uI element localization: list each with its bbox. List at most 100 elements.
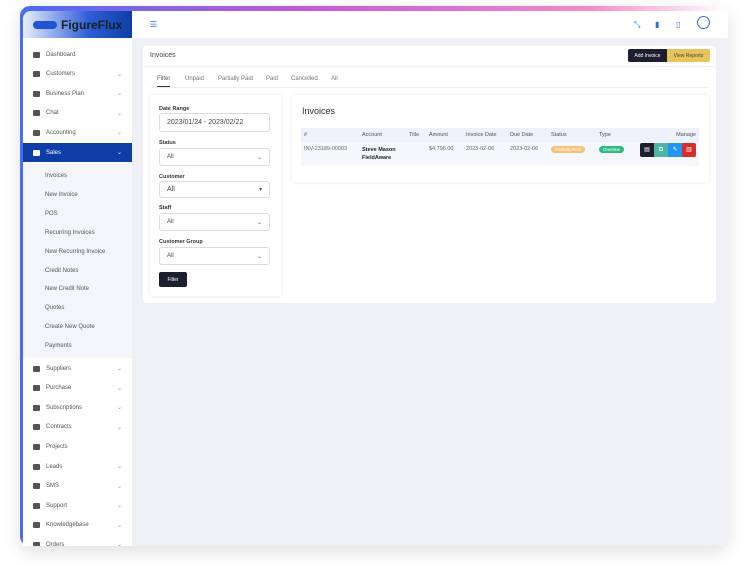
- submenu-item-credit-notes[interactable]: Credit Notes: [45, 267, 79, 274]
- chevron-down-icon: ⌄: [116, 405, 122, 412]
- sidebar-item-dashboard[interactable]: Dashboard: [23, 45, 132, 64]
- chevron-down-icon: ⌄: [256, 219, 262, 226]
- col-due-date: Due Date: [507, 128, 548, 142]
- sidebar-item-label: Contracts: [46, 424, 72, 431]
- filter-panel: Date Range 2023/01/24 - 2023/02/22 Statu…: [150, 95, 281, 296]
- add-invoice-button[interactable]: Add Invoice: [628, 49, 667, 62]
- submenu-item-create-new-quote[interactable]: Create New Quote: [45, 324, 95, 331]
- chevron-down-icon: ⌄: [116, 542, 122, 546]
- clipboard-icon[interactable]: ▯: [676, 20, 681, 29]
- view-pdf-icon[interactable]: ▤: [640, 143, 654, 157]
- customer-label: Customer: [159, 174, 185, 180]
- sidebar-item-label: Projects: [46, 443, 68, 450]
- submenu-item-new-invoice[interactable]: New Invoice: [45, 191, 78, 198]
- type-cell: Onetime: [596, 142, 631, 166]
- sidebar-item-support[interactable]: Support ⌄: [23, 496, 132, 515]
- customer-value: All: [167, 186, 175, 193]
- filter-button[interactable]: Filter: [159, 272, 187, 287]
- submenu-item-recurring-invoices[interactable]: Recurring Invoices: [45, 229, 95, 236]
- chevron-down-icon: ⌄: [256, 154, 262, 161]
- topbar: ☰ ⤡ ▮ ▯: [132, 11, 728, 38]
- invoice-id[interactable]: INV-23189-00003: [301, 142, 359, 166]
- tab-partially-paid[interactable]: Partially Paid: [218, 76, 254, 82]
- col-account: Account: [359, 128, 406, 142]
- shuffle-icon[interactable]: ⤡: [634, 20, 641, 29]
- sidebar-item-orders[interactable]: Orders ⌄: [23, 535, 132, 546]
- caret-down-icon: ▾: [258, 187, 262, 193]
- user-avatar-icon[interactable]: [697, 16, 710, 29]
- sidebar-item-label: Chat: [46, 110, 59, 117]
- amount-cell: $4,796.00: [426, 142, 463, 166]
- sidebar-item-label: Leads: [46, 463, 63, 470]
- staff-label: Staff: [159, 205, 172, 211]
- account-cell: Steve Mason FieldAware: [359, 142, 406, 166]
- chevron-down-icon: ⌄: [116, 385, 122, 392]
- dashboard-icon: [33, 51, 40, 58]
- tab-cancelled[interactable]: Cancelled: [291, 76, 318, 82]
- table-header: # Account Title Amount Invoice Date Due …: [301, 128, 699, 142]
- status-cell: Partially Paid: [548, 142, 596, 166]
- tab-filter[interactable]: Filter: [157, 76, 171, 87]
- status-value: All: [167, 154, 174, 160]
- submenu-item-invoices[interactable]: Invoices: [45, 173, 68, 179]
- submenu-item-new-recurring-invoice[interactable]: New Recurring Invoice: [45, 248, 106, 255]
- submenu-item-new-credit-note[interactable]: New Credit Note: [45, 286, 90, 293]
- sidebar-item-accounting[interactable]: Accounting ⌄: [23, 123, 132, 142]
- chevron-down-icon: ⌄: [116, 424, 122, 431]
- status-select[interactable]: All ⌄: [159, 148, 270, 166]
- customers-icon: [33, 71, 40, 78]
- chevron-down-icon: ⌄: [116, 483, 122, 490]
- sidebar-item-label: Sales: [46, 149, 62, 156]
- chevron-down-icon: ⌄: [116, 464, 122, 470]
- sidebar: FigureFlux Dashboard Customers ⌄ Business P…: [23, 11, 132, 546]
- sidebar-item-label: SMS: [46, 483, 60, 490]
- staff-value: All: [167, 219, 174, 225]
- sidebar-item-label: Knowledgebase: [46, 522, 89, 529]
- sidebar-item-knowledgebase[interactable]: Knowledgebase ⌄: [23, 516, 132, 535]
- staff-select[interactable]: All ⌄: [159, 213, 270, 231]
- submenu-item-pos[interactable]: POS: [45, 210, 58, 217]
- account-name: Steve Mason: [362, 147, 396, 153]
- sidebar-item-subscriptions[interactable]: Subscriptions ⌄: [23, 398, 132, 417]
- chevron-down-icon: ⌄: [116, 503, 122, 510]
- purchase-icon: [33, 385, 40, 392]
- date-range-input[interactable]: 2023/01/24 - 2023/02/22: [159, 113, 270, 132]
- menu-icon[interactable]: ☰: [150, 20, 158, 29]
- sidebar-item-label: Customers: [46, 71, 76, 78]
- sidebar-item-business-plan[interactable]: Business Plan ⌄: [23, 84, 132, 103]
- customer-select[interactable]: All ▾: [159, 181, 270, 198]
- table-row[interactable]: INV-23189-00003 Steve Mason FieldAware $4…: [301, 142, 699, 166]
- customer-group-select[interactable]: All ⌄: [159, 247, 270, 265]
- logo-cloud-icon: [33, 20, 57, 29]
- sidebar-item-customers[interactable]: Customers ⌄: [23, 65, 132, 84]
- submenu-item-payments[interactable]: Payments: [45, 343, 72, 350]
- sidebar-item-leads[interactable]: Leads ⌄: [23, 457, 132, 476]
- submenu-sales: [23, 163, 132, 358]
- support-icon: [33, 502, 40, 509]
- copy-icon[interactable]: ⧉: [654, 143, 668, 157]
- sidebar-item-suppliers[interactable]: Suppliers ⌄: [23, 359, 132, 378]
- sales-icon: [33, 149, 40, 156]
- logo[interactable]: FigureFlux: [23, 11, 132, 38]
- business-plan-icon: [33, 90, 40, 97]
- tab-paid[interactable]: Paid: [266, 76, 279, 82]
- col-invoice-date: Invoice Date: [463, 128, 507, 142]
- file-icon[interactable]: ▮: [655, 20, 660, 29]
- sidebar-item-label: Purchase: [46, 385, 72, 392]
- sidebar-item-sales[interactable]: Sales ⌄: [23, 143, 132, 162]
- sidebar-item-projects[interactable]: Projects: [23, 437, 132, 456]
- tab-all[interactable]: All: [331, 76, 338, 82]
- sidebar-item-label: Suppliers: [46, 365, 72, 372]
- view-reports-button[interactable]: View Reports: [667, 49, 710, 62]
- sidebar-item-chat[interactable]: Chat ⌄: [23, 104, 132, 123]
- delete-icon[interactable]: ▥: [682, 143, 696, 157]
- sms-icon: [33, 483, 40, 490]
- edit-icon[interactable]: ✎: [668, 143, 682, 157]
- sidebar-item-sms[interactable]: SMS ⌄: [23, 477, 132, 496]
- col-amount: Amount: [426, 128, 463, 142]
- submenu-item-quotes[interactable]: Quotes: [45, 305, 65, 312]
- sidebar-item-contracts[interactable]: Contracts ⌄: [23, 418, 132, 437]
- leads-icon: [33, 463, 40, 470]
- sidebar-item-purchase[interactable]: Purchase ⌄: [23, 379, 132, 398]
- tab-unpaid[interactable]: Unpaid: [185, 76, 205, 82]
